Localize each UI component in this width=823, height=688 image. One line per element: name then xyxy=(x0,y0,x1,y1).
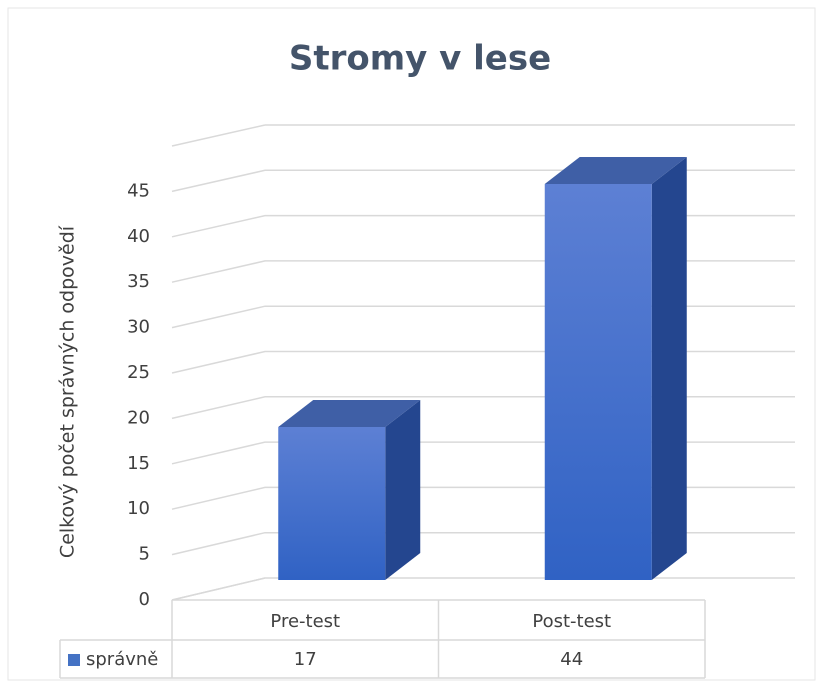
table-value: 44 xyxy=(560,649,583,670)
legend-swatch xyxy=(68,654,80,666)
grid-line xyxy=(171,486,795,510)
bar-top xyxy=(278,400,421,427)
grid-line xyxy=(171,577,795,601)
grid-line xyxy=(171,260,795,283)
table-value: 17 xyxy=(294,649,317,670)
y-tick-label: 15 xyxy=(127,453,150,474)
bar-front xyxy=(544,184,652,580)
bar xyxy=(278,400,421,580)
x-tick-label: Post-test xyxy=(532,611,611,632)
bar xyxy=(544,157,687,580)
grid-line xyxy=(171,531,795,556)
chart-border xyxy=(7,7,816,681)
grid-line xyxy=(171,350,795,374)
y-tick-label: 5 xyxy=(139,544,150,565)
y-tick-label: 0 xyxy=(139,589,150,610)
y-tick-label: 20 xyxy=(127,407,150,428)
y-tick-label: 10 xyxy=(127,498,150,519)
wall-top xyxy=(171,124,266,147)
y-tick-label: 40 xyxy=(127,226,150,247)
grid-line xyxy=(171,214,795,238)
grid-line xyxy=(171,441,795,465)
grid-line xyxy=(171,169,795,193)
x-tick-label: Pre-test xyxy=(270,611,340,632)
bar-side xyxy=(651,157,687,580)
chart-title: Stromy v lese xyxy=(289,39,551,79)
y-tick-label: 35 xyxy=(127,271,150,292)
y-tick-label: 30 xyxy=(127,317,150,338)
y-tick-label: 45 xyxy=(127,180,150,201)
bar-front xyxy=(278,427,386,580)
y-axis-label: Celkový počet správných odpovědí xyxy=(57,225,79,558)
bar-side xyxy=(385,400,421,580)
y-tick-label: 25 xyxy=(127,362,150,383)
bar-top xyxy=(544,157,687,184)
grid-line xyxy=(171,305,795,329)
legend-label: správně xyxy=(86,649,158,670)
grid-line xyxy=(171,396,795,420)
